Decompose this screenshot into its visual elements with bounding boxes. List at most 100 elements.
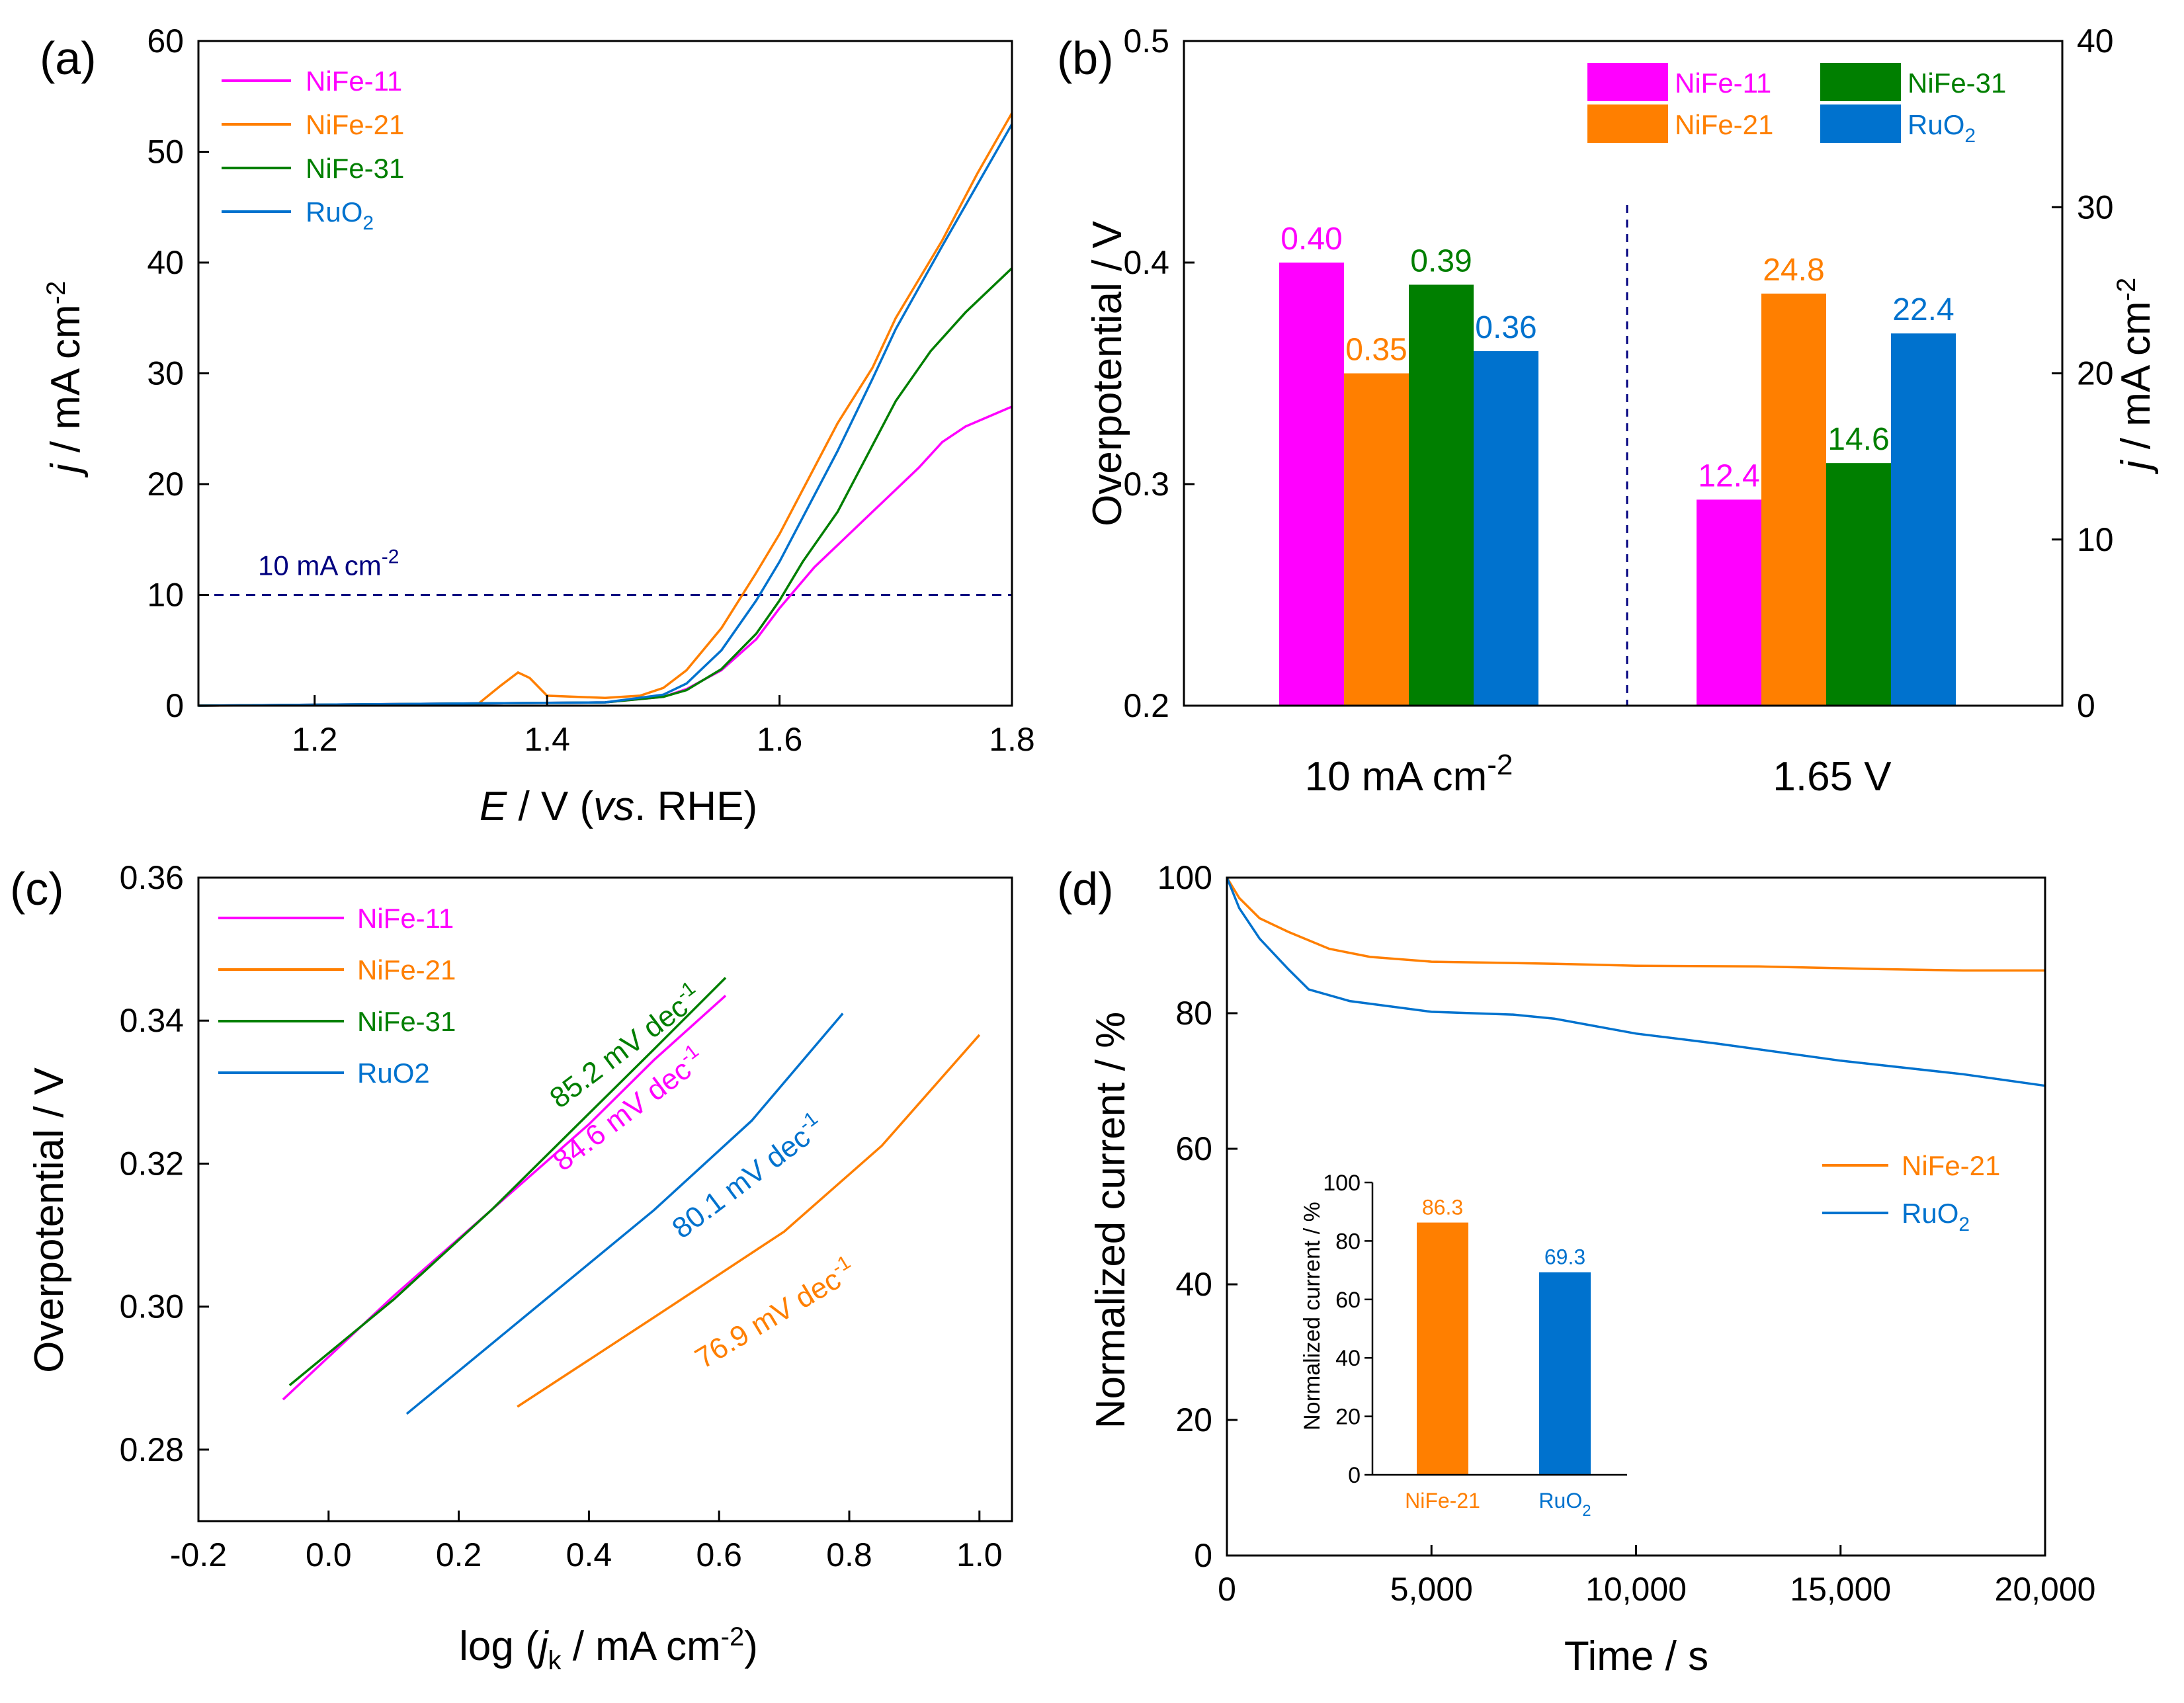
legend-label-ruo2: RuO2 <box>1908 109 1976 147</box>
reference-line-label: 10 mA cm-2 <box>258 546 399 581</box>
left-y-tick-label: 0.2 <box>1123 687 1169 724</box>
panel-c-tafel-plot: (c) 84.6 mV dec-185.2 mV dec-180.1 mV de… <box>10 859 1013 1675</box>
panel-d-x-axis-title: Time / s <box>1564 1634 1708 1679</box>
bar-overpotential-10ma-nife-11 <box>1279 263 1344 706</box>
panel-d-stability-plot: (d) 0 5,000 10,000 15,000 20,000 0 20 40 60 80 100… <box>1057 859 2095 1679</box>
y-tick-label: 10 <box>147 577 184 614</box>
legend-label-nife-21: NiFe-21 <box>306 109 404 140</box>
legend-label-nife-31: NiFe-31 <box>357 1006 456 1037</box>
panel-b-label: (b) <box>1057 32 1114 84</box>
series-line-ruo2 <box>198 123 1013 707</box>
category-label-10-ma-cm: 10 mA cm-2 <box>1305 749 1513 800</box>
panel-b-right-y-axis-title: j / mA cm-2 <box>2112 278 2159 475</box>
legend-swatch-ruo2 <box>1820 104 1901 143</box>
x-tick-label: 0 <box>1218 1571 1236 1608</box>
x-tick-label: -0.2 <box>170 1536 227 1573</box>
x-tick-label: 0.8 <box>826 1536 872 1573</box>
x-tick-label: 1.4 <box>524 721 570 758</box>
right-y-tick-label: 10 <box>2077 521 2114 558</box>
inset-category-label: RuO2 <box>1538 1489 1591 1520</box>
category-label-1-65-v: 1.65 V <box>1773 754 1892 800</box>
y-tick-label: 0 <box>165 687 184 724</box>
y-tick-label: 0.28 <box>120 1431 184 1468</box>
legend-label-ruo2: RuO2 <box>1902 1198 1970 1235</box>
y-tick-label: 100 <box>1157 859 1212 896</box>
inset-y-tick-label: 0 <box>1348 1463 1361 1488</box>
x-tick-label: 0.6 <box>696 1536 742 1573</box>
inset-y-tick-label: 60 <box>1335 1288 1361 1313</box>
y-tick-label: 40 <box>147 244 184 281</box>
bar-current-1-65v-nife-11 <box>1697 499 1761 706</box>
x-tick-label: 0.2 <box>436 1536 482 1573</box>
y-tick-label: 0.36 <box>120 859 184 896</box>
series-line-nife-21 <box>517 1034 981 1408</box>
panel-d-label: (d) <box>1057 863 1114 915</box>
bar-value-label: 0.35 <box>1345 333 1407 368</box>
inset-bar-value-label: 86.3 <box>1422 1196 1463 1220</box>
bar-overpotential-10ma-ruo2 <box>1474 351 1538 706</box>
bar-value-label: 0.40 <box>1281 222 1342 257</box>
bar-value-label: 0.36 <box>1475 310 1536 345</box>
y-tick-label: 20 <box>147 466 184 503</box>
x-tick-label: 0.0 <box>306 1536 352 1573</box>
legend-label-nife-21: NiFe-21 <box>1675 109 1773 140</box>
inset-y-axis-title: Normalized current / % <box>1300 1202 1325 1431</box>
inset-y-tick-label: 80 <box>1335 1229 1361 1254</box>
y-tick-label: 80 <box>1175 995 1212 1032</box>
legend-label-nife-21: NiFe-21 <box>357 954 456 985</box>
slope-label-nife-21: 76.9 mV dec-1 <box>688 1251 861 1375</box>
slope-label-ruo2: 80.1 mV dec-1 <box>664 1107 830 1245</box>
x-tick-label: 1.2 <box>292 721 338 758</box>
legend-swatch-nife-21 <box>1587 104 1668 143</box>
left-y-tick-label: 0.3 <box>1123 466 1169 503</box>
y-tick-label: 60 <box>1175 1130 1212 1167</box>
legend-label-ruo2: RuO2 <box>357 1058 430 1089</box>
legend-swatch-nife-31 <box>1820 63 1901 101</box>
panel-a-x-axis-title: E / V (vs. RHE) <box>480 784 757 829</box>
y-tick-label: 30 <box>147 355 184 392</box>
panel-a-plot-frame <box>197 40 1013 707</box>
series-line-nife-21 <box>1226 877 2045 972</box>
panel-b-left-y-axis-title: Overpotential / V <box>1085 220 1130 526</box>
legend-label-nife-31: NiFe-31 <box>1908 67 2006 99</box>
y-tick-label: 50 <box>147 134 184 171</box>
legend-label-nife-11: NiFe-11 <box>1675 67 1771 99</box>
series-line-ruo2 <box>405 1013 844 1415</box>
x-tick-label: 1.8 <box>989 721 1035 758</box>
x-tick-label: 10,000 <box>1585 1571 1687 1608</box>
y-tick-label: 40 <box>1175 1266 1212 1303</box>
y-tick-label: 0.32 <box>120 1145 184 1182</box>
panel-d-y-axis-title: Normalized current / % <box>1088 1012 1134 1429</box>
panel-d-inset-bar-chart: 86.3 NiFe-21 69.3 RuO2 0 20 40 60 80 100 Normali… <box>1300 1171 1627 1520</box>
series-line-ruo2 <box>1226 877 2046 1087</box>
legend-label-nife-11: NiFe-11 <box>306 65 402 97</box>
y-tick-label: 0.30 <box>120 1288 184 1325</box>
bar-value-label: 24.8 <box>1763 253 1824 288</box>
legend-label-nife-31: NiFe-31 <box>306 153 404 184</box>
legend-label-nife-11: NiFe-11 <box>357 903 454 934</box>
left-y-tick-label: 0.5 <box>1123 22 1169 60</box>
panel-c-x-axis-title: log (jk / mA cm-2) <box>459 1622 758 1675</box>
bar-overpotential-10ma-nife-21 <box>1344 373 1409 706</box>
x-tick-label: 1.0 <box>956 1536 1003 1573</box>
panel-a-y-axis-title: j / mA cm-2 <box>42 281 89 478</box>
bar-current-1-65v-ruo2 <box>1891 333 1956 706</box>
inset-y-tick-label: 100 <box>1323 1171 1361 1196</box>
right-y-tick-label: 30 <box>2077 188 2114 226</box>
x-tick-label: 15,000 <box>1790 1571 1891 1608</box>
panel-c-label: (c) <box>10 863 64 915</box>
bar-current-1-65v-nife-31 <box>1826 463 1891 706</box>
inset-bar-ruo2 <box>1539 1272 1591 1475</box>
x-tick-label: 0.4 <box>566 1536 612 1573</box>
inset-bar-value-label: 69.3 <box>1544 1245 1585 1269</box>
right-y-tick-label: 20 <box>2077 355 2114 392</box>
panel-a-label: (a) <box>40 32 97 84</box>
x-tick-label: 1.6 <box>757 721 803 758</box>
panel-c-plot-frame <box>197 876 1013 1522</box>
series-line-nife-31 <box>288 977 727 1386</box>
bar-current-1-65v-nife-21 <box>1761 293 1826 706</box>
right-y-tick-label: 40 <box>2077 22 2114 60</box>
inset-category-label: NiFe-21 <box>1405 1489 1480 1513</box>
